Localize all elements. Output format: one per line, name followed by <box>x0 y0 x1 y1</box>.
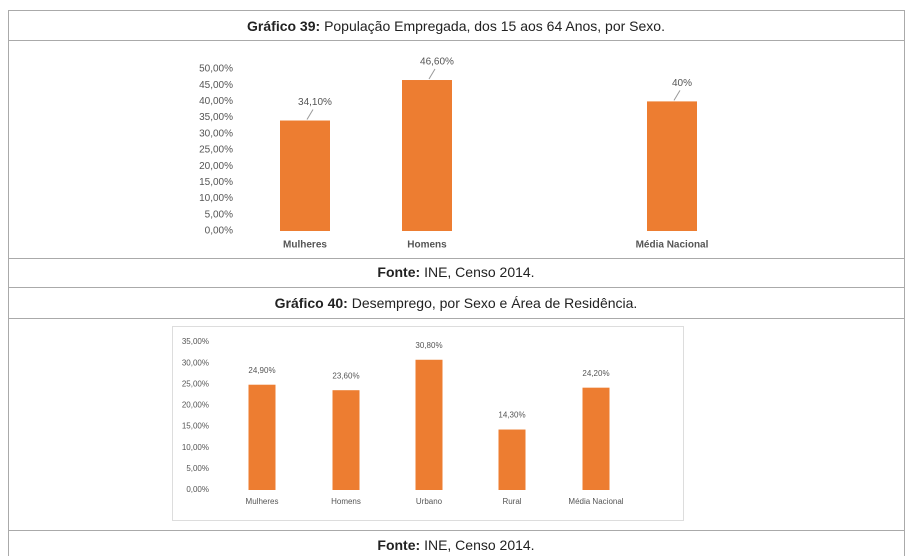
x-tick-label: Média Nacional <box>636 240 709 251</box>
chart-title: Gráfico 40: Desemprego, por Sexo e Área … <box>275 295 638 311</box>
data-label: 46,60% <box>420 57 454 68</box>
source-text: INE, Censo 2014. <box>424 264 535 280</box>
x-tick-label: Rural <box>502 497 521 506</box>
x-tick-label: Homens <box>407 240 447 251</box>
bar <box>415 359 443 490</box>
bar <box>582 387 610 490</box>
data-label: 34,10% <box>298 97 332 108</box>
y-tick-label: 10,00% <box>199 193 233 204</box>
bar <box>280 120 330 231</box>
x-tick-label: Urbano <box>416 497 443 506</box>
leader-line <box>673 90 681 101</box>
data-label: 30,80% <box>415 341 442 350</box>
source-text: INE, Censo 2014. <box>424 537 535 553</box>
y-tick-label: 35,00% <box>182 337 209 346</box>
y-tick-label: 5,00% <box>186 464 209 473</box>
y-tick-label: 50,00% <box>199 64 233 75</box>
y-tick-label: 20,00% <box>199 161 233 172</box>
y-tick-label: 40,00% <box>199 96 233 107</box>
data-label: 24,20% <box>582 369 609 378</box>
y-tick-label: 35,00% <box>199 112 233 123</box>
y-tick-label: 15,00% <box>182 422 209 431</box>
source-label: Fonte: <box>377 264 420 280</box>
title-label: Gráfico 40: <box>275 295 348 311</box>
source: Fonte: INE, Censo 2014. <box>377 537 534 553</box>
bar <box>248 384 276 490</box>
bar <box>498 429 526 490</box>
title-label: Gráfico 39: <box>247 18 320 34</box>
y-tick-label: 20,00% <box>182 401 209 410</box>
x-tick-label: Média Nacional <box>568 497 623 506</box>
y-tick-label: 15,00% <box>199 177 233 188</box>
chart-title: Gráfico 39: População Empregada, dos 15 … <box>247 18 665 34</box>
y-tick-label: 30,00% <box>199 128 233 139</box>
source-label: Fonte: <box>377 537 420 553</box>
leader-line <box>306 109 314 120</box>
data-label: 24,90% <box>248 366 275 375</box>
y-tick-label: 5,00% <box>205 209 233 220</box>
data-label: 40% <box>672 78 692 89</box>
y-tick-label: 45,00% <box>199 80 233 91</box>
chart-frame <box>172 326 684 521</box>
bar <box>647 101 697 232</box>
x-tick-label: Homens <box>331 497 361 506</box>
bar <box>332 390 360 490</box>
data-label: 14,30% <box>498 411 525 420</box>
y-tick-label: 10,00% <box>182 443 209 452</box>
y-tick-label: 25,00% <box>182 379 209 388</box>
x-tick-label: Mulheres <box>246 497 279 506</box>
x-tick-label: Mulheres <box>283 240 327 251</box>
leader-line <box>428 68 436 80</box>
title-text: População Empregada, dos 15 aos 64 Anos,… <box>324 18 665 34</box>
y-tick-label: 0,00% <box>205 226 233 237</box>
source: Fonte: INE, Censo 2014. <box>377 264 534 280</box>
bar <box>402 80 452 232</box>
y-tick-label: 25,00% <box>199 145 233 156</box>
table-frame <box>8 10 905 556</box>
y-tick-label: 0,00% <box>186 485 209 494</box>
data-label: 23,60% <box>332 371 359 380</box>
y-tick-label: 30,00% <box>182 358 209 367</box>
title-text: Desemprego, por Sexo e Área de Residênci… <box>352 295 638 311</box>
